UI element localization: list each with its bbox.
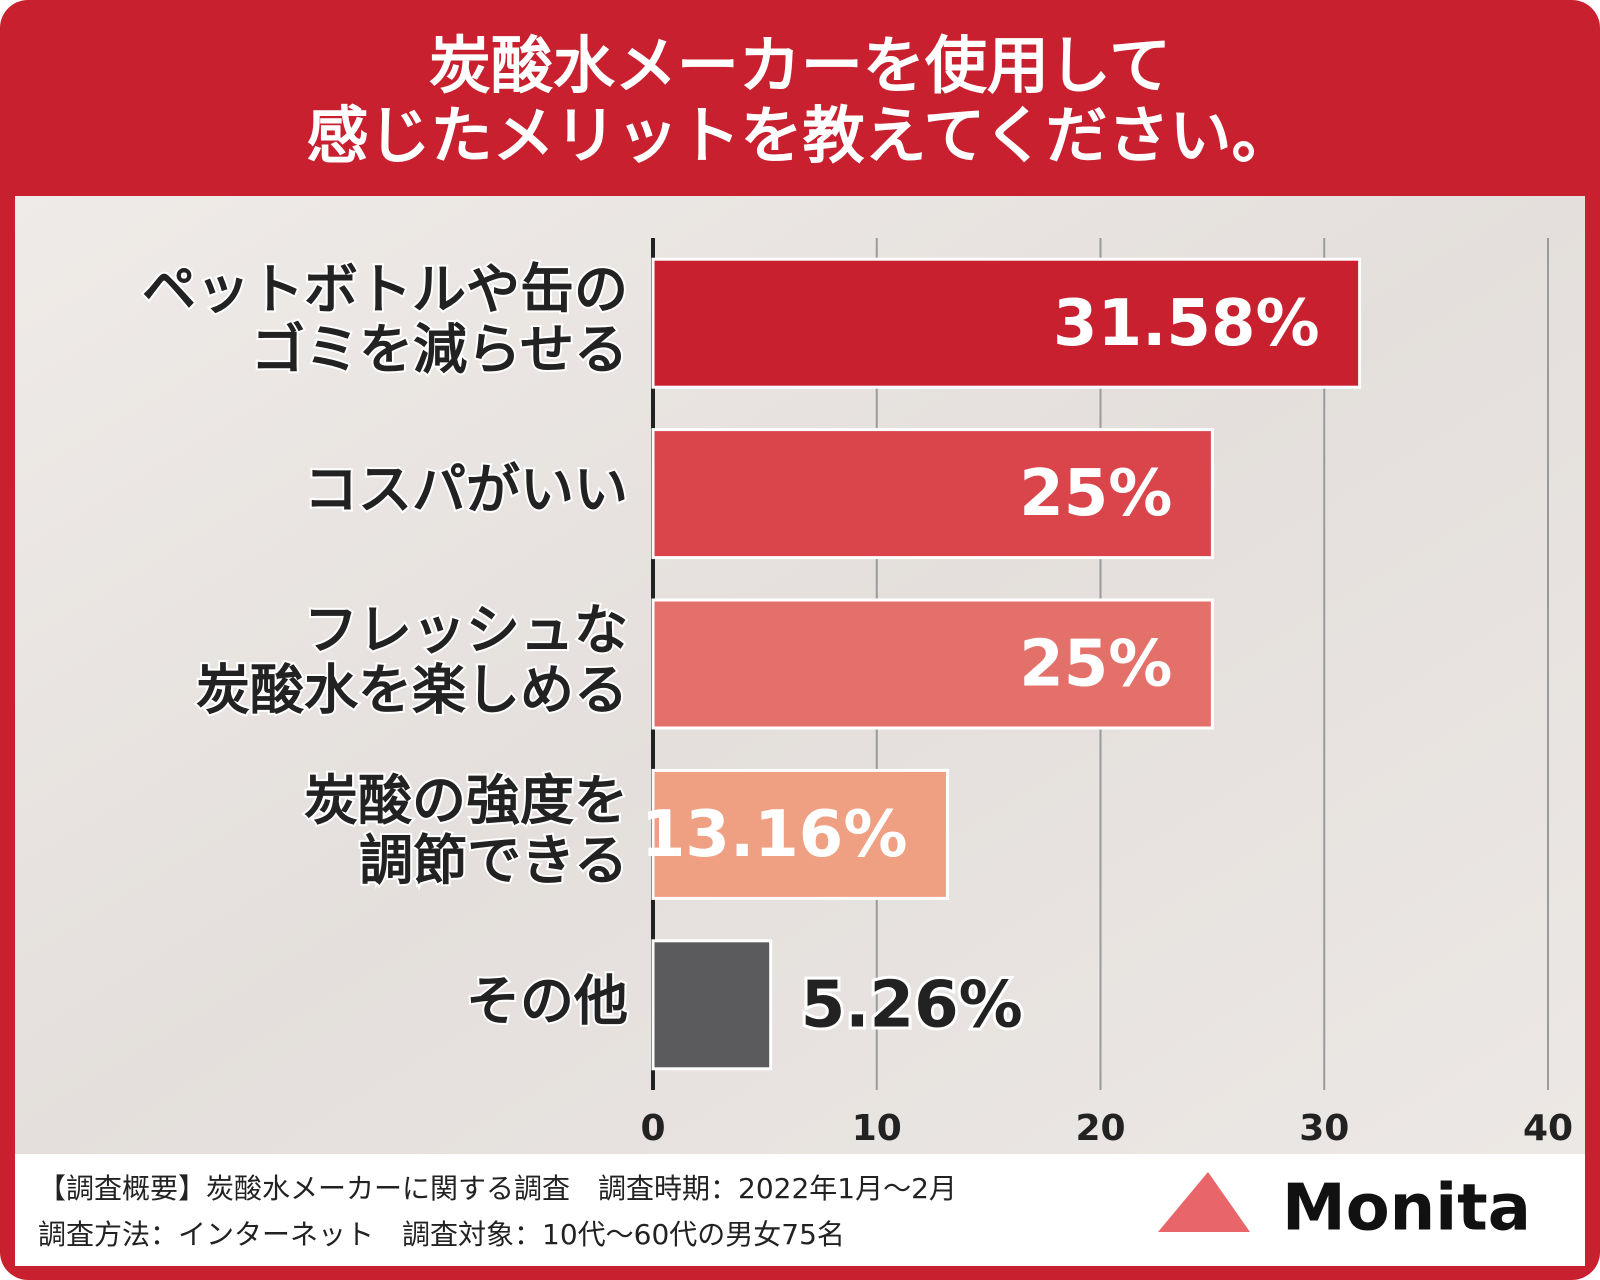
y-tick-label: 調節できる bbox=[359, 829, 628, 892]
bar bbox=[651, 257, 1362, 389]
footer-note: 調査方法：インターネット 調査対象：10代～60代の男女75名 bbox=[38, 1218, 845, 1251]
y-tick-label: ゴミを減らせる bbox=[251, 318, 628, 381]
bar bbox=[651, 768, 949, 900]
footer-note: 【調査概要】炭酸水メーカーに関する調査 調査時期：2022年1月～2月 bbox=[38, 1172, 957, 1205]
value-label: 25% bbox=[1019, 628, 1172, 702]
value-label: 13.16% bbox=[641, 798, 908, 872]
x-tick-label: 0 bbox=[640, 1108, 665, 1149]
y-tick-label: 炭酸水を楽しめる bbox=[196, 659, 628, 722]
chart-title: 感じたメリットを教えてください。 bbox=[306, 99, 1293, 172]
y-tick-label: その他 bbox=[466, 969, 628, 1032]
footer-background bbox=[15, 1154, 1585, 1266]
bar bbox=[651, 598, 1214, 730]
logo-mark bbox=[1158, 1172, 1250, 1232]
value-label: 25% bbox=[1019, 457, 1172, 531]
chart-title: 炭酸水メーカーを使用して bbox=[429, 29, 1171, 102]
bar bbox=[651, 939, 773, 1071]
y-tick-label: 炭酸の強度を bbox=[304, 769, 628, 832]
x-tick-label: 10 bbox=[852, 1108, 902, 1149]
x-tick-label: 40 bbox=[1523, 1108, 1573, 1149]
y-tick-label: フレッシュな bbox=[304, 599, 628, 662]
value-label: 5.26% bbox=[801, 968, 1023, 1042]
x-tick-label: 30 bbox=[1299, 1108, 1349, 1149]
value-label: 31.58% bbox=[1053, 287, 1320, 361]
x-tick-label: 20 bbox=[1075, 1108, 1125, 1149]
y-tick-label: コスパがいい bbox=[304, 458, 628, 521]
y-tick-label: ペットボトルや缶の bbox=[142, 258, 628, 321]
bar bbox=[651, 428, 1214, 560]
brand: Monita bbox=[1282, 1172, 1531, 1246]
